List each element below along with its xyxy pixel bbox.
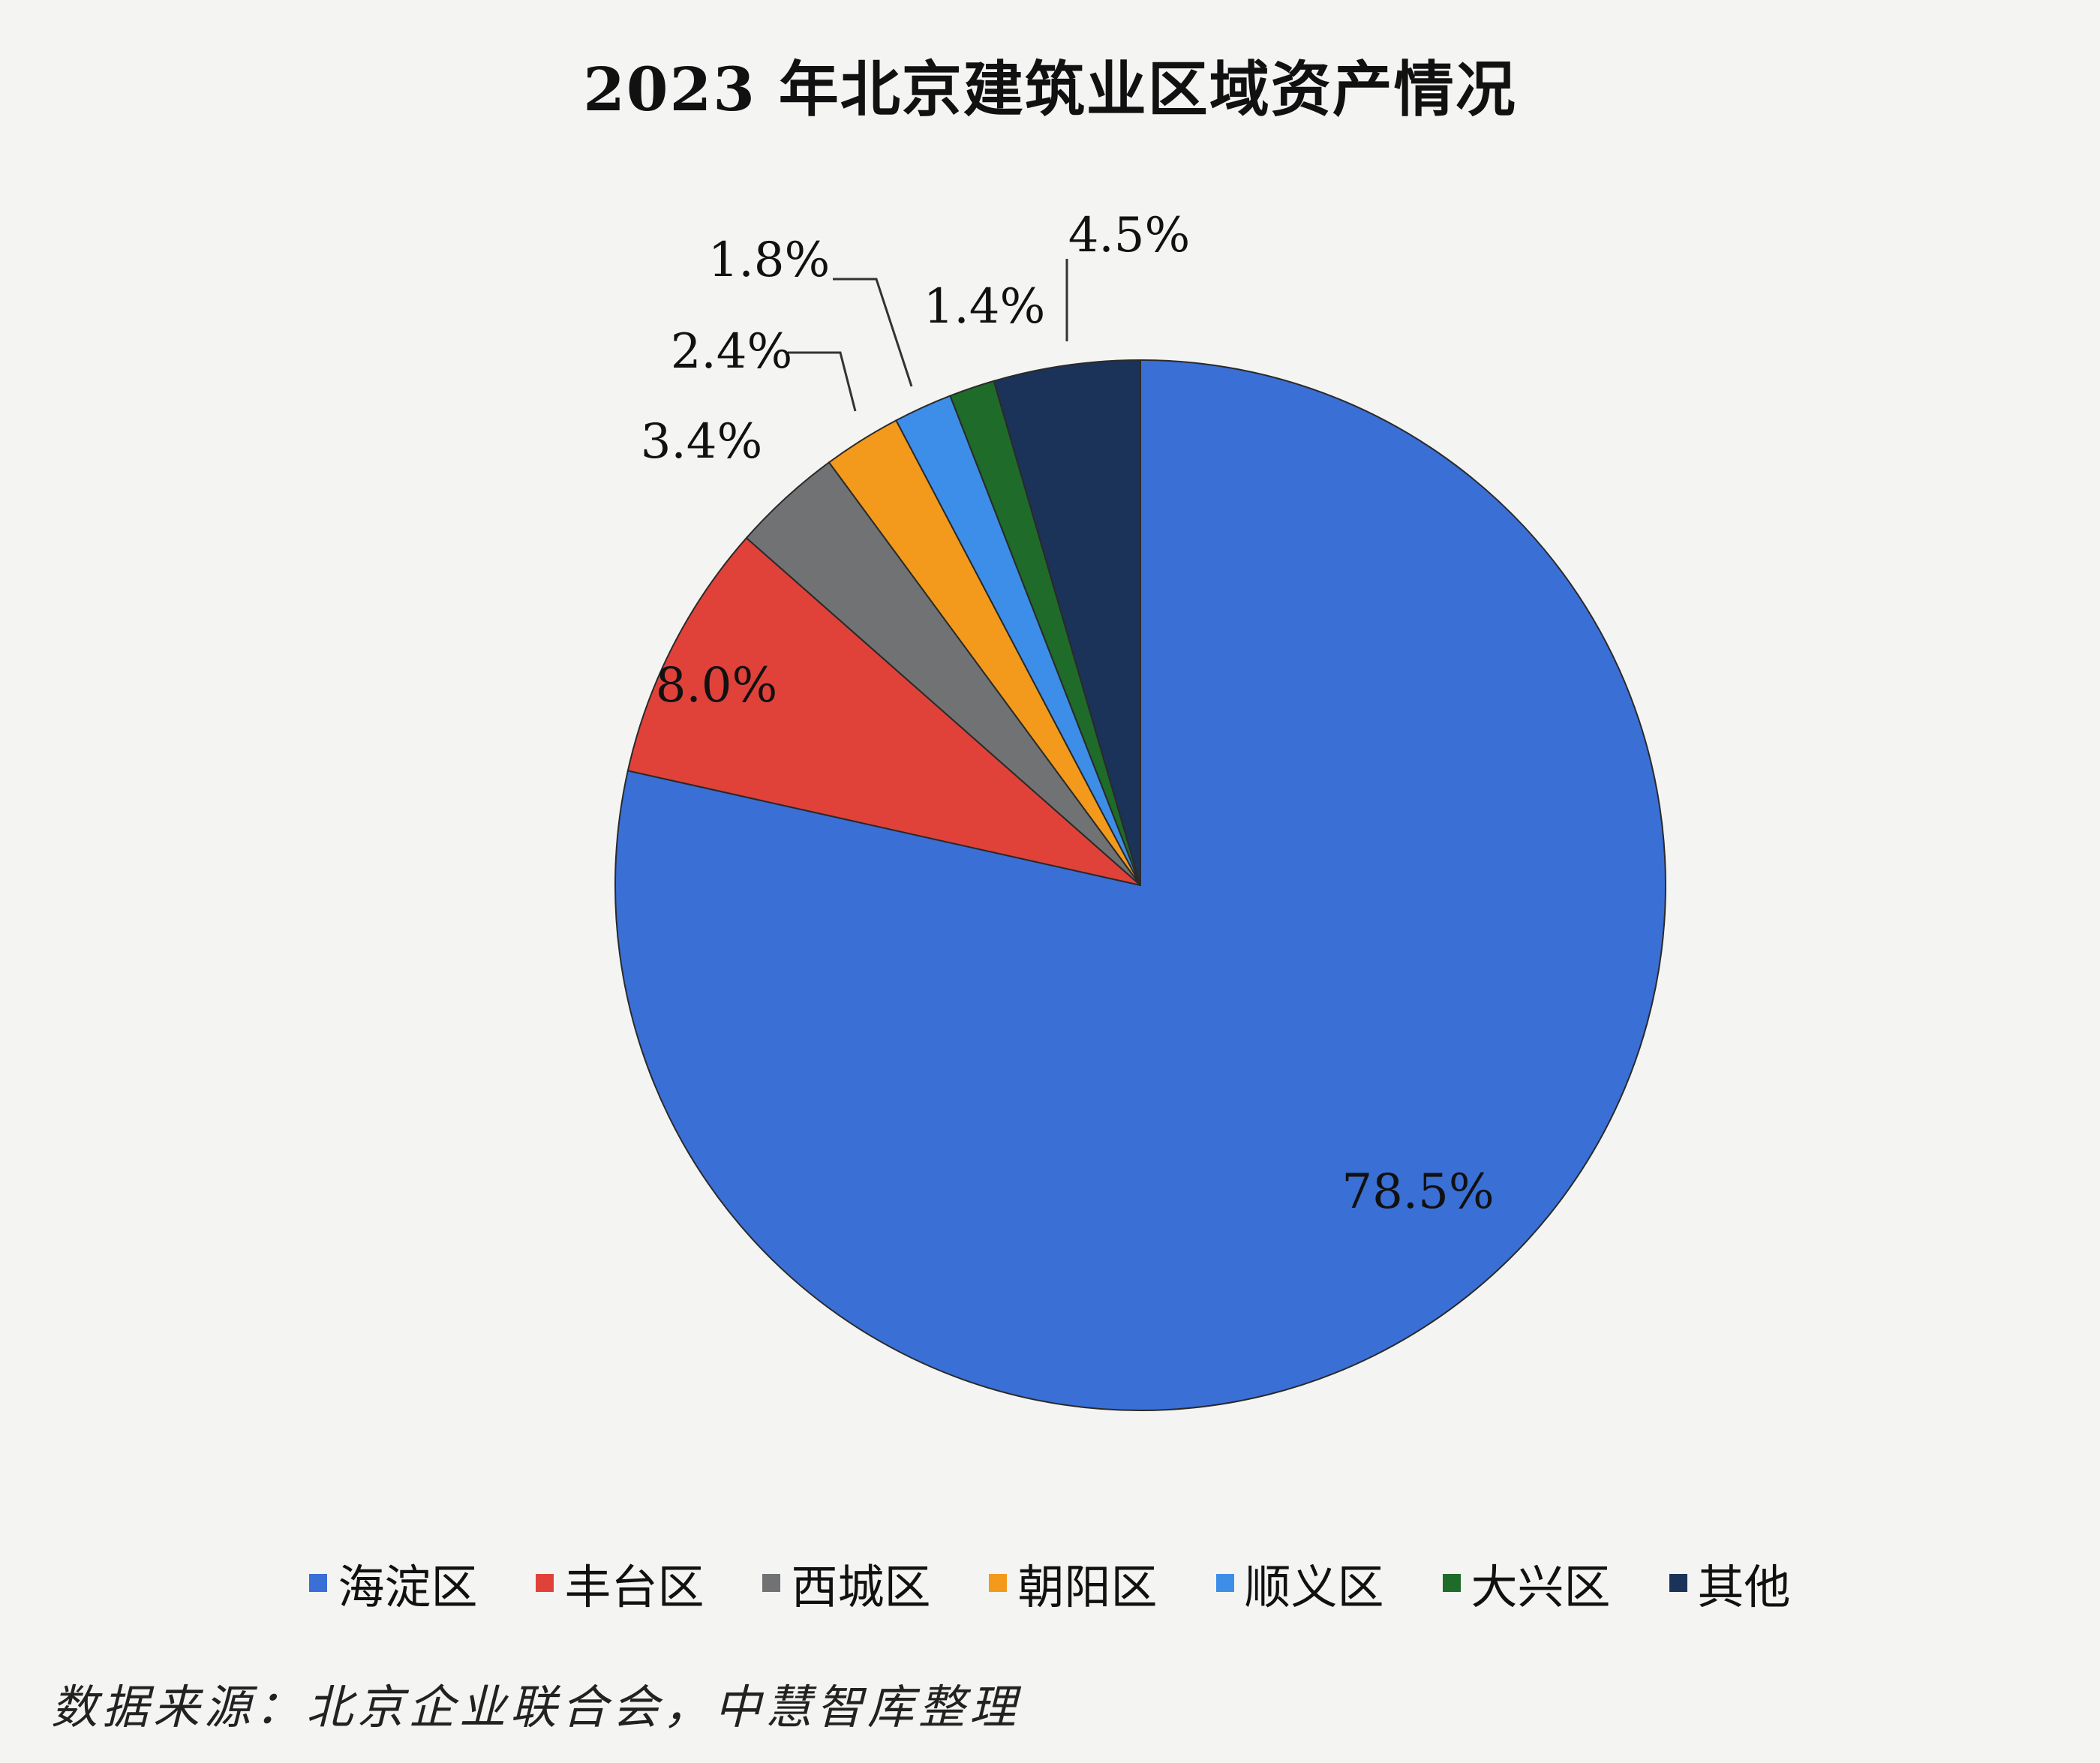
legend-label: 大兴区 — [1471, 1560, 1611, 1614]
data-label-6: 1.4% — [924, 279, 1046, 335]
chart-title: 2023 年北京建筑业区域资产情况 — [583, 54, 1517, 125]
legend-label: 海淀区 — [338, 1560, 478, 1614]
legend-item: 朝阳区 — [989, 1549, 1158, 1617]
legend-swatch — [1215, 1574, 1234, 1592]
legend-swatch — [309, 1574, 328, 1592]
legend-label: 其他 — [1697, 1560, 1791, 1614]
leader-line-5 — [833, 278, 913, 387]
legend-swatch — [989, 1574, 1008, 1592]
legend-label: 朝阳区 — [1017, 1560, 1158, 1614]
legend-swatch — [1442, 1574, 1461, 1592]
legend-label: 西城区 — [791, 1560, 931, 1614]
legend-item: 其他 — [1669, 1549, 1791, 1617]
data-label-4: 2.4% — [671, 324, 793, 380]
legend-item: 西城区 — [762, 1549, 930, 1617]
data-label-2: 8.0% — [656, 658, 778, 713]
legend-swatch — [762, 1574, 781, 1592]
data-label-5: 1.8% — [708, 233, 831, 288]
data-label-3: 3.4% — [641, 414, 763, 470]
legend-item: 顺义区 — [1215, 1549, 1384, 1617]
legend-swatch — [1669, 1574, 1687, 1592]
data-label-7: 4.5% — [1068, 208, 1191, 263]
legend-swatch — [536, 1574, 554, 1592]
legend-label: 丰台区 — [564, 1560, 705, 1614]
legend-item: 大兴区 — [1442, 1549, 1611, 1617]
source-note: 数据来源：北京企业联合会，中慧智库整理 — [51, 1680, 1021, 1734]
legend-item: 海淀区 — [309, 1549, 477, 1617]
data-label-1: 78.5% — [1341, 1164, 1494, 1220]
pie-slice-2 — [626, 536, 1141, 886]
legend-label: 顺义区 — [1244, 1560, 1384, 1614]
leader-line-4 — [788, 351, 857, 412]
chart-legend: 海淀区 丰台区 西城区 朝阳区 顺义区 大兴区 其他 — [0, 1549, 2100, 1617]
pie-slice-7 — [993, 359, 1141, 886]
legend-item: 丰台区 — [536, 1549, 704, 1617]
